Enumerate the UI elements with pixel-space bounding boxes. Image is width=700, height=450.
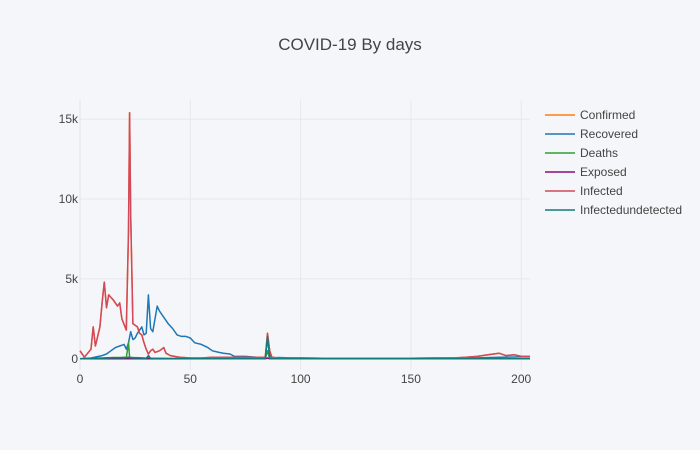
series-line-infectedundetected <box>79 335 530 360</box>
legend-label: Recovered <box>580 127 638 141</box>
y-tick-label: 5k <box>65 272 79 286</box>
grid <box>79 100 530 370</box>
y-tick-label: 15k <box>59 112 79 126</box>
y-tick-label: 0 <box>71 352 78 366</box>
legend-item-confirmed[interactable]: Confirmed <box>545 108 635 122</box>
y-tick-label: 10k <box>59 192 79 206</box>
legend[interactable]: Confirmed Recovered Deaths Exposed Infected I… <box>545 108 682 217</box>
legend-item-exposed[interactable]: Exposed <box>545 165 627 179</box>
x-tick-label: 200 <box>511 372 531 386</box>
legend-item-recovered[interactable]: Recovered <box>545 127 638 141</box>
axes: 0 50 100 150 200 0 5k 10k 15k <box>59 112 532 386</box>
x-tick-label: 100 <box>291 372 311 386</box>
legend-item-infected[interactable]: Infected <box>545 184 623 198</box>
legend-label: Deaths <box>580 146 618 160</box>
x-tick-label: 50 <box>184 372 198 386</box>
legend-label: Infectedundetected <box>580 203 682 217</box>
legend-label: Exposed <box>580 165 627 179</box>
x-tick-label: 0 <box>77 372 84 386</box>
chart-title: COVID-19 By days <box>278 35 422 54</box>
legend-item-deaths[interactable]: Deaths <box>545 146 618 160</box>
legend-item-infectedundetected[interactable]: Infectedundetected <box>545 203 682 217</box>
x-tick-label: 150 <box>401 372 421 386</box>
series-line-recovered <box>79 294 530 360</box>
legend-label: Infected <box>580 184 623 198</box>
legend-label: Confirmed <box>580 108 635 122</box>
series-lines <box>79 112 530 360</box>
